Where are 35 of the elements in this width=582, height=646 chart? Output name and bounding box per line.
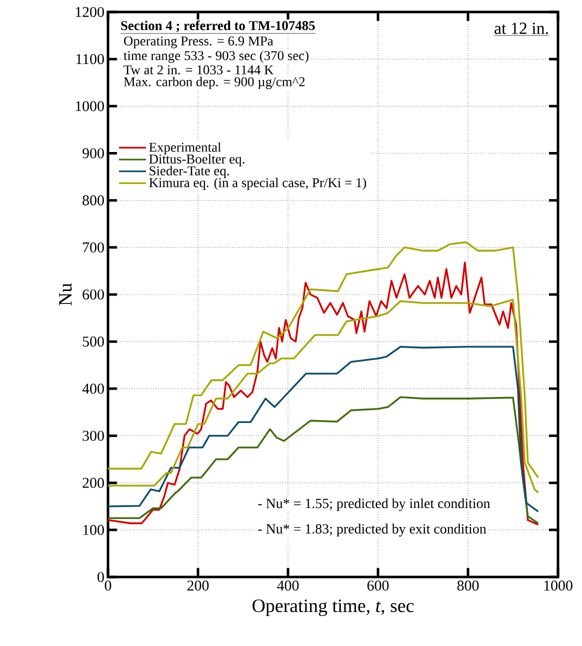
y-tick-label: 0 [98,572,104,582]
y-tick-label: 200 [82,478,104,488]
y-tick-label: 300 [82,430,104,441]
annotation: - Nu* = 1.83; predicted by exit condition [258,524,486,536]
annotation: Max. carbon dep. = 900 µg/cm^2 [124,76,305,90]
y-tick-label: 1100 [76,54,104,64]
legend-label: Experimental [149,142,221,155]
x-tick-label: 800 [457,580,479,591]
x-tick-label: 200 [187,580,209,591]
annotation: Tw at 2 in. = 1033 - 1144 K [124,65,274,74]
annotation: Operating Press. = 6.9 MPa [124,36,274,48]
y-axis-title: Nu [59,283,72,306]
line-series [107,346,540,512]
annotation: - Nu* = 1.55; predicted by inlet condition [258,498,490,512]
y-tick-label: 500 [82,336,104,347]
y-tick-label: 800 [82,195,104,206]
legend-label: Kimura eq. (in a special case, Pr/Ki = 1) [149,178,366,190]
x-tick-label: 600 [367,580,389,591]
x-tick-label: 0 [104,580,112,591]
y-tick-label: 600 [82,289,104,300]
text: Section 4 ; referred to TM-107485 [121,20,315,32]
y-tick-label: 400 [82,384,104,394]
y-tick-label: 700 [83,242,104,252]
annotation: time range 533 - 903 sec (370 sec) [124,50,308,63]
x-tick-label: 400 [277,580,299,591]
x-axis-title: Operating time, t, sec [252,599,414,616]
legend-label: Dittus-Boelter eq. [149,154,244,166]
x-tick-label: 1000 [544,580,572,591]
line-series [107,396,540,524]
y-tick-label: 100 [83,524,104,535]
y-tick-label: 1000 [76,101,104,112]
annotation: at 12 in. [494,22,548,34]
y-tick-label: 900 [82,148,104,158]
y-tick-label: 1200 [76,6,104,18]
legend-label: Sieder-Tate eq. [150,166,229,178]
